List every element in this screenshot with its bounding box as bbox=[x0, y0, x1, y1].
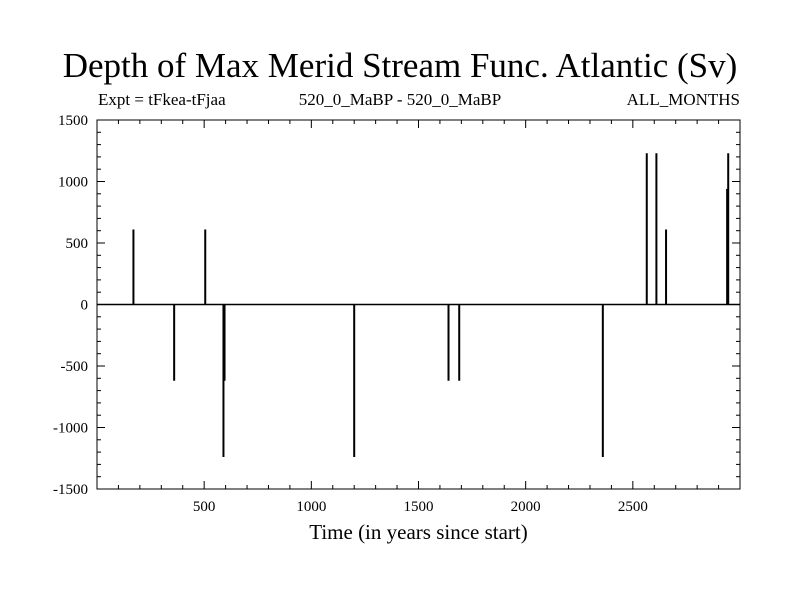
y-tick-label: 0 bbox=[81, 298, 89, 314]
y-tick-label: -500 bbox=[61, 359, 89, 375]
x-tick-label: 2500 bbox=[618, 499, 648, 515]
period-label: 520_0_MaBP - 520_0_MaBP bbox=[298, 90, 502, 109]
x-tick-label: 1500 bbox=[404, 499, 434, 515]
x-axis-label: Time (in years since start) bbox=[309, 520, 528, 544]
y-tick-label: 1000 bbox=[58, 175, 88, 191]
x-tick-label: 2000 bbox=[511, 499, 541, 515]
x-tick-label: 1000 bbox=[296, 499, 326, 515]
data-marks bbox=[97, 153, 740, 458]
x-tick-label: 500 bbox=[193, 499, 216, 515]
y-tick-label: -1000 bbox=[53, 421, 88, 437]
y-tick-label: 1500 bbox=[58, 113, 88, 129]
chart-axes: -1500 -1000 -500 0 500 1000 1500 500 1000 1500 200… bbox=[53, 113, 741, 515]
chart-title: Depth of Max Merid Stream Func. Atlantic… bbox=[62, 46, 738, 85]
months-label: ALL_MONTHS bbox=[626, 90, 740, 109]
experiment-label: Expt = tFkea-tFjaa bbox=[98, 90, 226, 109]
y-tick-label: 500 bbox=[66, 236, 89, 252]
y-tick-label: -1500 bbox=[53, 482, 88, 498]
